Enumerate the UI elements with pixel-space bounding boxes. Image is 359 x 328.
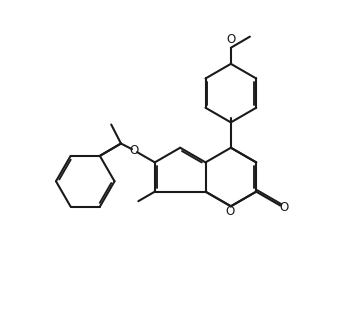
Text: O: O [226,33,236,46]
Text: O: O [130,144,139,157]
Text: O: O [225,205,235,218]
Text: O: O [279,201,288,214]
